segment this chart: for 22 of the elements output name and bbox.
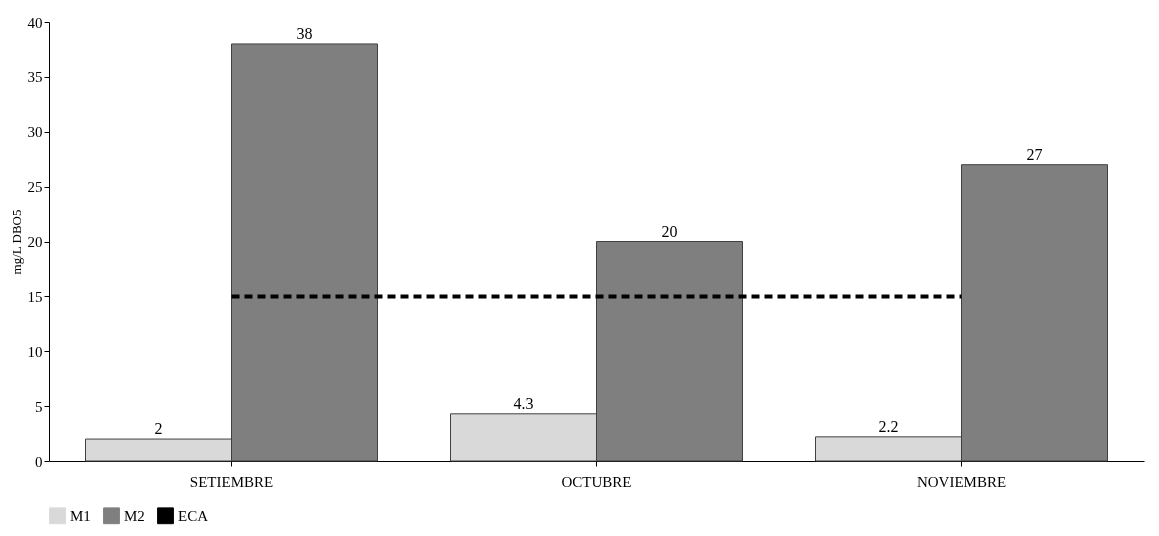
data-label: 2.2 bbox=[878, 417, 899, 435]
data-label: 4.3 bbox=[513, 394, 534, 412]
legend-label: ECA bbox=[178, 507, 209, 524]
y-tick-label: 5 bbox=[35, 398, 43, 415]
data-label: 38 bbox=[296, 24, 313, 42]
x-tick-label: NOVIEMBRE bbox=[916, 473, 1007, 490]
data-label: 2 bbox=[154, 420, 163, 438]
data-label: 20 bbox=[661, 222, 678, 240]
y-tick-label: 30 bbox=[27, 124, 43, 141]
y-tick-label: 40 bbox=[27, 14, 43, 31]
y-tick-label: 15 bbox=[27, 288, 43, 305]
x-tick-label: OCTUBRE bbox=[561, 473, 632, 490]
y-tick-label: 25 bbox=[27, 179, 43, 196]
y-tick-label: 0 bbox=[35, 453, 43, 470]
y-axis-title: mg/L DBO5 bbox=[8, 209, 24, 275]
y-tick-label: 35 bbox=[27, 69, 43, 86]
data-label: 27 bbox=[1026, 145, 1043, 163]
x-tick-label: SETIEMBRE bbox=[189, 473, 274, 490]
legend-label: M2 bbox=[124, 507, 145, 524]
y-tick-label: 20 bbox=[27, 234, 43, 250]
legend-label: M1 bbox=[70, 507, 91, 524]
y-tick-label: 10 bbox=[27, 343, 43, 360]
